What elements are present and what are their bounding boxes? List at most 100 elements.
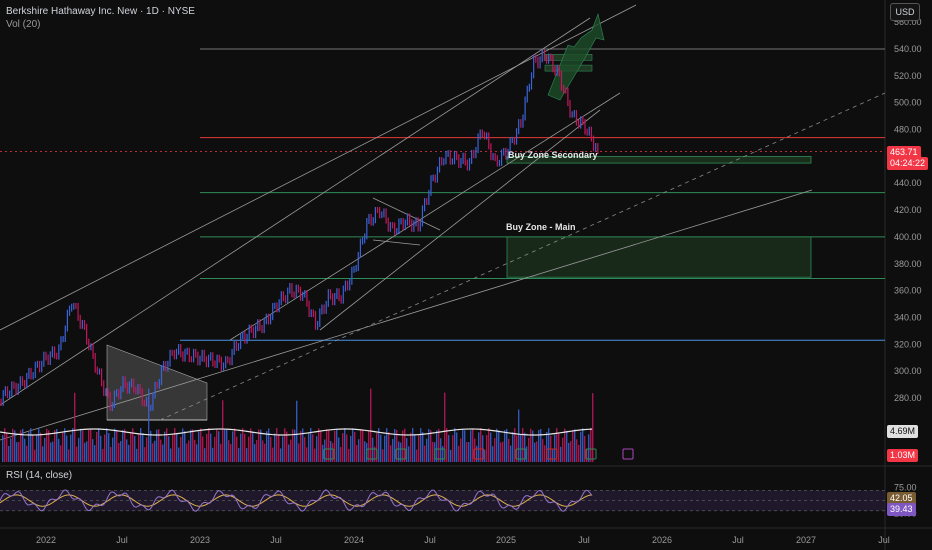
volume-bar [218,431,220,462]
volume-bar [236,436,238,462]
volume-bar [18,441,20,462]
volume-bar [198,431,200,462]
volume-bar [256,439,258,462]
rsi-legend[interactable]: RSI (14, close) [6,470,73,481]
volume-bar [492,446,494,462]
volume-bar [34,449,36,462]
volume-bar [302,428,304,462]
volume-bar [184,431,186,462]
price-tick-label: 300.00 [894,366,922,376]
volume-bar [110,446,112,462]
volume-last-badge: 1.03M [887,449,919,462]
volume-bar [48,430,50,462]
volume-bar [148,388,150,462]
volume-bar [450,449,452,462]
volume-bar [448,435,450,462]
time-tick-label: Jul [578,535,590,545]
volume-bar [428,428,430,462]
volume-bar [90,429,92,462]
volume-bar [570,441,572,462]
volume-bar [208,428,210,462]
volume-bar [372,437,374,462]
rsi-line [0,489,593,512]
volume-bar [238,447,240,462]
volume-bar [332,443,334,462]
volume-bar [30,428,32,462]
volume-bar [166,428,168,462]
volume-bar [406,438,408,462]
volume-bar [368,430,370,462]
volume-bar [46,428,48,462]
volume-bar [80,428,82,462]
volume-bar [144,447,146,462]
price-tick-label: 380.00 [894,259,922,269]
volume-bar [518,409,520,462]
volume-bar [318,428,320,462]
volume-bar [544,445,546,462]
volume-bar [196,444,198,462]
volume-bar [122,429,124,462]
volume-bar [6,432,8,462]
volume-bar [128,444,130,462]
volume-bar [514,428,516,462]
volume-bar [466,442,468,462]
volume-bar [100,435,102,462]
price-tick-label: 560.00 [894,17,922,27]
volume-bar [216,428,218,462]
time-tick-label: 2025 [496,535,516,545]
volume-bar [356,445,358,462]
volume-bar [498,430,500,462]
volume-bar [272,447,274,462]
volume-bar [534,442,536,462]
volume-bar [564,428,566,462]
volume-bar [474,438,476,462]
volume-bar [502,441,504,462]
currency-button[interactable]: USD [890,3,920,21]
volume-bar [156,429,158,462]
volume-bar [70,434,72,462]
volume-bar [586,448,588,462]
volume-bar [392,438,394,462]
volume-bar [244,433,246,462]
volume-bar [386,428,388,462]
volume-bar [416,449,418,462]
volume-bar [380,434,382,462]
volume-bar [262,440,264,462]
earnings-marker [515,448,527,460]
buy-zone-secondary-label: Buy Zone Secondary [508,150,598,160]
volume-bar [62,432,64,462]
volume-bar [138,434,140,462]
volume-bar [44,438,46,462]
volume-bar [38,428,40,462]
volume-bar [324,439,326,462]
volume-bar [584,435,586,462]
volume-bar [478,432,480,462]
time-tick-label: 2026 [652,535,672,545]
symbol-title[interactable]: Berkshire Hathaway Inc. New · 1D · NYSE [6,6,195,17]
earnings-marker [622,448,634,460]
volume-bar [84,442,86,462]
volume-bar [484,449,486,462]
volume-bar [396,430,398,462]
volume-bar [312,434,314,462]
volume-bar [214,436,216,462]
volume-bar [252,431,254,462]
volume-bar [530,428,532,462]
volume-bar [382,449,384,462]
volume-bar [22,428,24,462]
volume-bar [180,437,182,462]
volume-bar [394,429,396,462]
price-tick-label: 540.00 [894,44,922,54]
volume-bar [590,428,592,462]
volume-bar [240,433,242,462]
volume-bar [426,438,428,462]
volume-bar [328,429,330,462]
volume-bar [16,442,18,462]
volume-bar [152,443,154,462]
volume-bar [86,441,88,462]
volume-legend[interactable]: Vol (20) [6,19,41,30]
volume-bar [234,428,236,462]
volume-bar [94,445,96,462]
volume-bar [276,428,278,462]
